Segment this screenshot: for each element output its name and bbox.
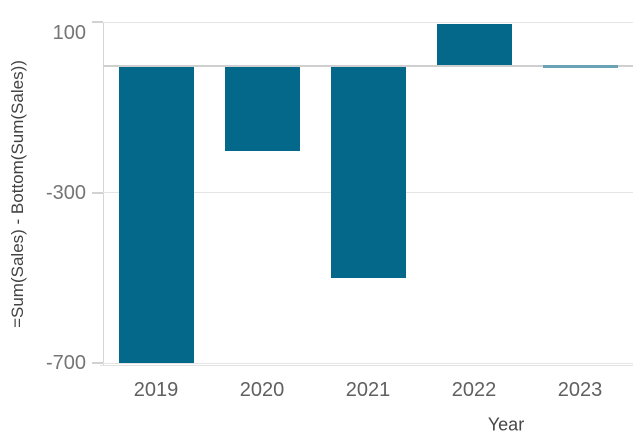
x-tick-label-2019: 2019 [133, 379, 179, 401]
bar-2019[interactable] [118, 66, 194, 364]
x-tick-label-2023: 2023 [557, 379, 603, 401]
bar-2023[interactable] [542, 65, 618, 68]
y-tick-label--300: -300 [45, 181, 86, 204]
bar-2020[interactable] [224, 66, 300, 151]
y-axis-line [103, 22, 104, 365]
bar-2022[interactable] [436, 23, 512, 65]
y-tick-100 [92, 21, 103, 24]
gridline--700 [103, 362, 633, 364]
y-tick-label--700: -700 [45, 352, 86, 375]
y-tick--700 [92, 362, 103, 365]
gridline-0 [103, 65, 633, 67]
x-tick-label-2022: 2022 [451, 379, 497, 401]
gridline-100 [103, 21, 633, 23]
y-tick-label-100: 100 [52, 22, 86, 44]
x-axis-line [100, 365, 633, 366]
bar-2021[interactable] [330, 66, 406, 278]
x-tick-label-2021: 2021 [345, 379, 391, 401]
y-tick--300 [92, 191, 103, 194]
x-tick-label-2020: 2020 [239, 379, 285, 401]
x-axis-title: Year [487, 414, 525, 435]
